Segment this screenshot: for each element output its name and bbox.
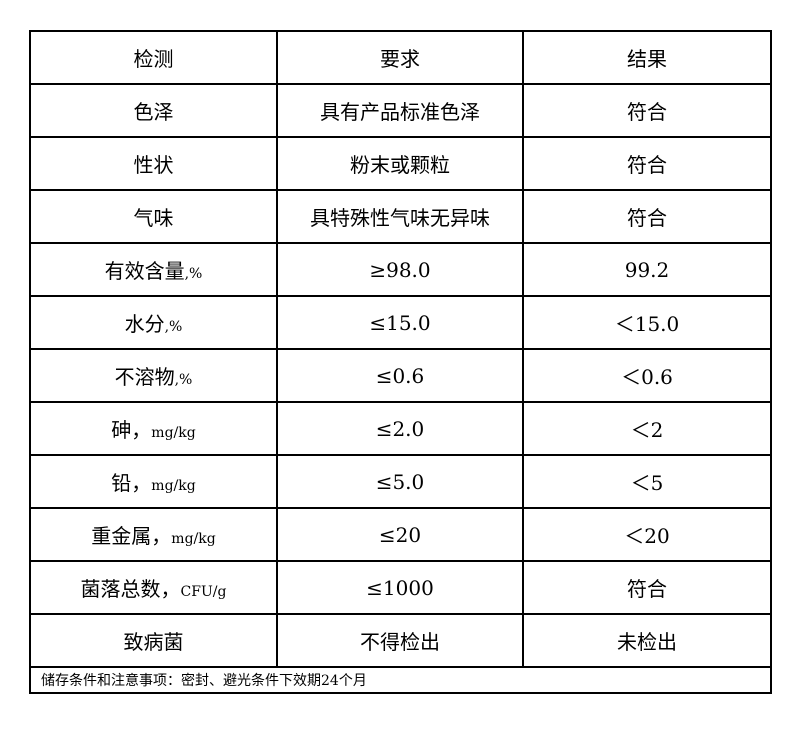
- requirement-cell: 不得检出: [276, 613, 524, 668]
- test-item: 气味: [29, 189, 278, 244]
- item-name: 不溶物: [114, 365, 175, 389]
- test-item: 不溶物,%: [29, 348, 278, 403]
- header-result: 结果: [522, 30, 772, 85]
- test-item: 有效含量,%: [29, 242, 278, 297]
- requirement-cell: 粉末或颗粒: [276, 136, 524, 191]
- requirement-cell: ≤0.6: [276, 348, 524, 403]
- result-cell: 符合: [522, 136, 772, 191]
- requirement-cell: 具特殊性气味无异味: [276, 189, 524, 244]
- result-cell: ＜5: [522, 454, 772, 509]
- item-unit: CFU/g: [180, 584, 227, 600]
- item-unit: mg/kg: [151, 478, 196, 494]
- test-item: 重金属，mg/kg: [29, 507, 278, 562]
- requirement-cell: ≤2.0: [276, 401, 524, 456]
- test-item: 砷，mg/kg: [29, 401, 278, 456]
- table-row: 水分,% ≤15.0 ＜15.0: [29, 295, 772, 350]
- item-unit: ,%: [164, 319, 183, 335]
- item-name: 铅，: [111, 471, 152, 495]
- header-test: 检测: [29, 30, 278, 85]
- table-row: 有效含量,% ≥98.0 99.2: [29, 242, 772, 297]
- item-unit: mg/kg: [171, 531, 216, 547]
- test-item: 水分,%: [29, 295, 278, 350]
- item-name: 有效含量: [104, 259, 185, 283]
- table-row: 色泽 具有产品标准色泽 符合: [29, 83, 772, 138]
- table-row: 不溶物,% ≤0.6 ＜0.6: [29, 348, 772, 403]
- result-cell: 符合: [522, 189, 772, 244]
- table-row: 性状 粉末或颗粒 符合: [29, 136, 772, 191]
- test-item: 铅，mg/kg: [29, 454, 278, 509]
- item-name: 致病菌: [123, 630, 184, 654]
- result-cell: ＜15.0: [522, 295, 772, 350]
- table-row: 砷，mg/kg ≤2.0 ＜2: [29, 401, 772, 456]
- test-item: 菌落总数，CFU/g: [29, 560, 278, 615]
- table-row: 气味 具特殊性气味无异味 符合: [29, 189, 772, 244]
- result-cell: ＜2: [522, 401, 772, 456]
- table-row: 致病菌 不得检出 未检出: [29, 613, 772, 668]
- footer-row: 储存条件和注意事项：密封、避光条件下效期24个月: [29, 666, 772, 694]
- result-cell: 符合: [522, 560, 772, 615]
- requirement-cell: ≤20: [276, 507, 524, 562]
- requirement-cell: 具有产品标准色泽: [276, 83, 524, 138]
- test-item: 致病菌: [29, 613, 278, 668]
- table-row: 重金属，mg/kg ≤20 ＜20: [29, 507, 772, 562]
- requirement-cell: ≤5.0: [276, 454, 524, 509]
- item-name: 性状: [133, 153, 174, 177]
- requirement-cell: ≥98.0: [276, 242, 524, 297]
- requirement-cell: ≤1000: [276, 560, 524, 615]
- header-requirement: 要求: [276, 30, 524, 85]
- item-name: 重金属，: [91, 524, 172, 548]
- table-row: 菌落总数，CFU/g ≤1000 符合: [29, 560, 772, 615]
- item-name: 气味: [133, 206, 174, 230]
- item-unit: ,%: [184, 266, 203, 282]
- result-cell: ＜0.6: [522, 348, 772, 403]
- item-name: 水分: [124, 312, 165, 336]
- table-row: 铅，mg/kg ≤5.0 ＜5: [29, 454, 772, 509]
- result-cell: ＜20: [522, 507, 772, 562]
- result-cell: 未检出: [522, 613, 772, 668]
- result-cell: 符合: [522, 83, 772, 138]
- header-row: 检测 要求 结果: [29, 30, 772, 85]
- result-cell: 99.2: [522, 242, 772, 297]
- item-unit: mg/kg: [151, 425, 196, 441]
- requirement-cell: ≤15.0: [276, 295, 524, 350]
- item-name: 砷，: [111, 418, 152, 442]
- item-unit: ,%: [174, 372, 193, 388]
- test-item: 色泽: [29, 83, 278, 138]
- storage-note: 储存条件和注意事项：密封、避光条件下效期24个月: [29, 666, 772, 694]
- item-name: 色泽: [133, 100, 174, 124]
- inspection-table: 检测 要求 结果 色泽 具有产品标准色泽 符合 性状 粉末或颗粒 符合 气味 具特殊性气味无异…: [29, 30, 772, 694]
- test-item: 性状: [29, 136, 278, 191]
- item-name: 菌落总数，: [80, 577, 181, 601]
